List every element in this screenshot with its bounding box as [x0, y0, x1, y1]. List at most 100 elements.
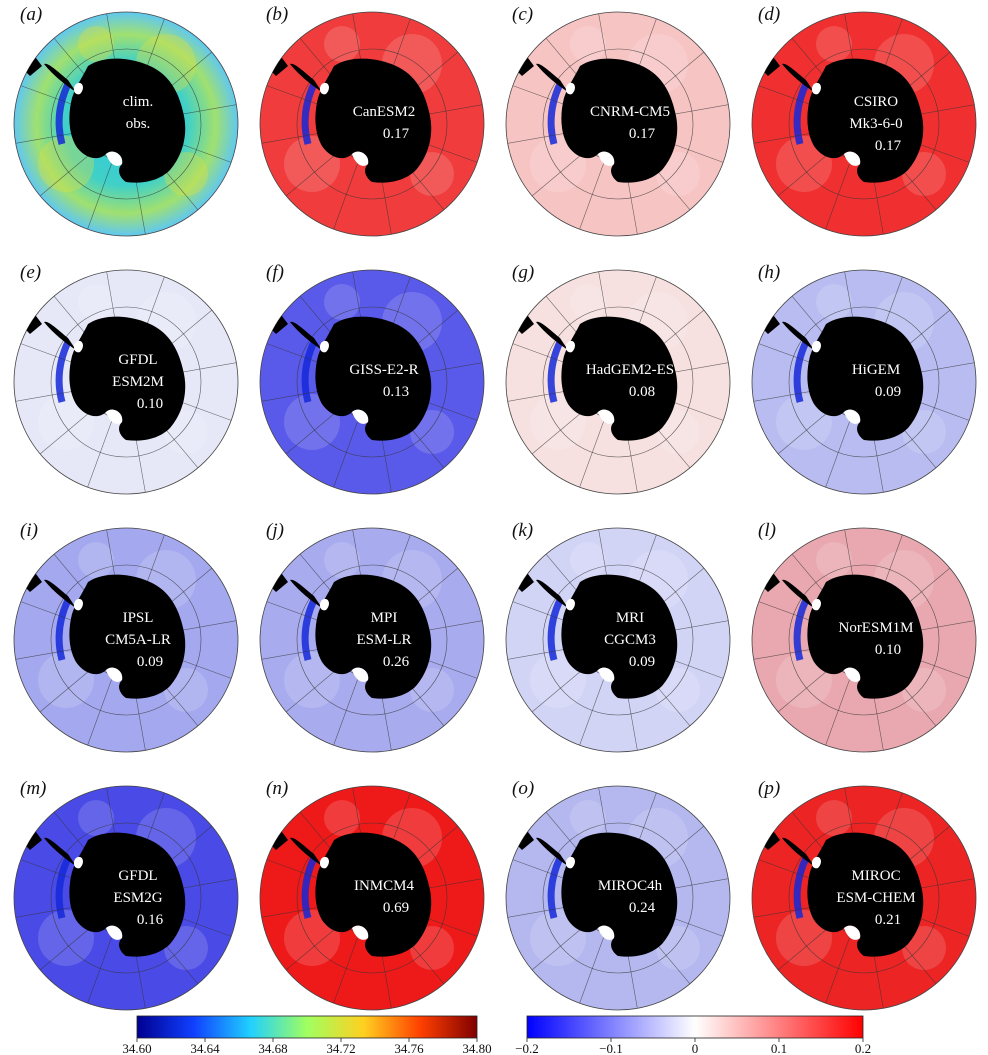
ronne-ice-shelf [319, 598, 329, 611]
panel-letter: (f) [266, 262, 284, 283]
panel-letter: (a) [20, 4, 42, 25]
model-name-label: MIROC [851, 868, 900, 884]
ross-ice-shelf [352, 151, 369, 166]
map-panel-i: IPSL CM5A-LR 0.09 (i) [13, 520, 239, 753]
model-name-label: CM5A-LR [105, 632, 171, 648]
colorbar-tick-label: −0.1 [599, 1041, 623, 1055]
ronne-ice-shelf [565, 82, 575, 95]
ross-ice-shelf [844, 409, 861, 424]
ronne-ice-shelf [73, 340, 83, 353]
ross-ice-shelf [844, 151, 861, 166]
panel-letter: (c) [512, 4, 533, 25]
map-panel-l: NorESM1M 0.10 (l) [751, 520, 977, 753]
model-name-label: GISS-E2-R [349, 362, 418, 378]
colorbar-tick-label: 34.80 [462, 1041, 491, 1055]
model-name-label: ESM-CHEM [836, 890, 915, 906]
colorbar-tick-label: 34.68 [258, 1041, 287, 1055]
rmse-value-label: 0.21 [875, 912, 901, 928]
antarctic-peninsula [536, 321, 568, 350]
panel-letter: (o) [512, 778, 534, 799]
panel-letter: (b) [266, 4, 288, 25]
antarctic-peninsula [782, 579, 814, 608]
ronne-ice-shelf [319, 856, 329, 869]
antarctic-peninsula [290, 579, 322, 608]
map-panel-p: MIROC ESM-CHEM 0.21 (p) [751, 778, 977, 1011]
antarctic-peninsula [782, 63, 814, 92]
rmse-value-label: 0.08 [629, 384, 655, 400]
antarctic-peninsula [44, 837, 76, 866]
panel-letter: (p) [758, 778, 780, 799]
ross-ice-shelf [598, 667, 615, 682]
colorbar-tick-label: 34.60 [122, 1041, 151, 1055]
antarctica-landmass [807, 832, 924, 957]
antarctica-landmass [69, 58, 186, 183]
ross-ice-shelf [844, 925, 861, 940]
antarctic-peninsula [44, 321, 76, 350]
colorbars: 34.60 34.64 34.68 34.72 34.76 34.80 −0.2 −0.1 0 0… [122, 1015, 871, 1055]
colorbar-tick-label: 34.72 [326, 1041, 355, 1055]
antarctica-landmass [561, 58, 678, 183]
antarctic-peninsula [290, 837, 322, 866]
ronne-ice-shelf [565, 340, 575, 353]
panel-letter: (i) [20, 520, 38, 541]
model-name-label: CSIRO [854, 94, 898, 110]
rmse-value-label: 0.09 [875, 384, 901, 400]
map-panel-h: HiGEM 0.09 (h) [751, 262, 977, 495]
ronne-ice-shelf [319, 82, 329, 95]
antarctic-peninsula [290, 321, 322, 350]
antarctica-landmass [315, 832, 432, 957]
colorbar-tick-label: 34.64 [190, 1041, 220, 1055]
model-name-label: CNRM-CM5 [590, 104, 670, 120]
map-panel-o: MIROC4h 0.24 (o) [505, 778, 731, 1011]
rmse-value-label: 0.10 [875, 642, 901, 658]
ross-ice-shelf [106, 925, 123, 940]
rmse-value-label: 0.69 [383, 900, 409, 916]
model-name-label: MRI [616, 610, 644, 626]
panel-letter: (j) [266, 520, 284, 541]
model-name-label: CGCM3 [604, 632, 656, 648]
map-panel-g: HadGEM2-ES 0.08 (g) [505, 262, 731, 495]
colorbar-tick-label: 0 [692, 1041, 699, 1055]
map-panel-d: CSIRO Mk3-6-0 0.17 (d) [751, 4, 977, 237]
antarctica-landmass [807, 58, 924, 183]
ross-ice-shelf [598, 409, 615, 424]
panel-letter: (g) [512, 262, 534, 283]
antarctic-peninsula [782, 321, 814, 350]
map-panel-j: MPI ESM-LR 0.26 (j) [259, 520, 485, 753]
rmse-value-label: 0.17 [875, 138, 902, 154]
ronne-ice-shelf [811, 340, 821, 353]
model-name-label: MIROC4h [598, 878, 663, 894]
antarctica-landmass [561, 316, 678, 441]
map-panel-b: CanESM2 0.17 (b) [259, 4, 485, 237]
panel-letter: (e) [20, 262, 41, 283]
antarctica-landmass [69, 574, 186, 699]
model-name-label: HadGEM2-ES [586, 362, 674, 378]
ross-ice-shelf [106, 151, 123, 166]
model-name-label: HiGEM [852, 362, 900, 378]
model-name-label: NorESM1M [838, 620, 913, 636]
colorbar-anomaly: −0.2 −0.1 0 0.1 0.2 [515, 1015, 871, 1055]
ross-ice-shelf [352, 925, 369, 940]
model-name-label: ESM-LR [356, 632, 411, 648]
antarctica-landmass [807, 316, 924, 441]
panel-grid: clim. obs. (a) CanESM2 0.17 (b) CNRM-CM5 0.17 (c… [13, 4, 977, 1011]
antarctic-peninsula [290, 63, 322, 92]
rmse-value-label: 0.17 [383, 126, 410, 142]
map-panel-e: GFDL ESM2M 0.10 (e) [13, 262, 239, 495]
colorbar-tick-label: 0.2 [855, 1041, 871, 1055]
ronne-ice-shelf [811, 82, 821, 95]
map-panel-f: GISS-E2-R 0.13 (f) [259, 262, 485, 495]
panel-letter: (d) [758, 4, 780, 25]
model-name-label: ESM2M [112, 374, 164, 390]
map-panel-n: INMCM4 0.69 (n) [259, 778, 485, 1011]
panel-letter: (k) [512, 520, 533, 541]
ross-ice-shelf [598, 925, 615, 940]
colorbar-gradient [136, 1015, 478, 1039]
antarctic-peninsula [536, 837, 568, 866]
antarctic-peninsula [536, 579, 568, 608]
ross-ice-shelf [844, 667, 861, 682]
colorbar-tick-label: 0.1 [771, 1041, 787, 1055]
rmse-value-label: 0.26 [383, 654, 410, 670]
model-name-label: IPSL [123, 610, 154, 626]
antarctic-peninsula [44, 579, 76, 608]
